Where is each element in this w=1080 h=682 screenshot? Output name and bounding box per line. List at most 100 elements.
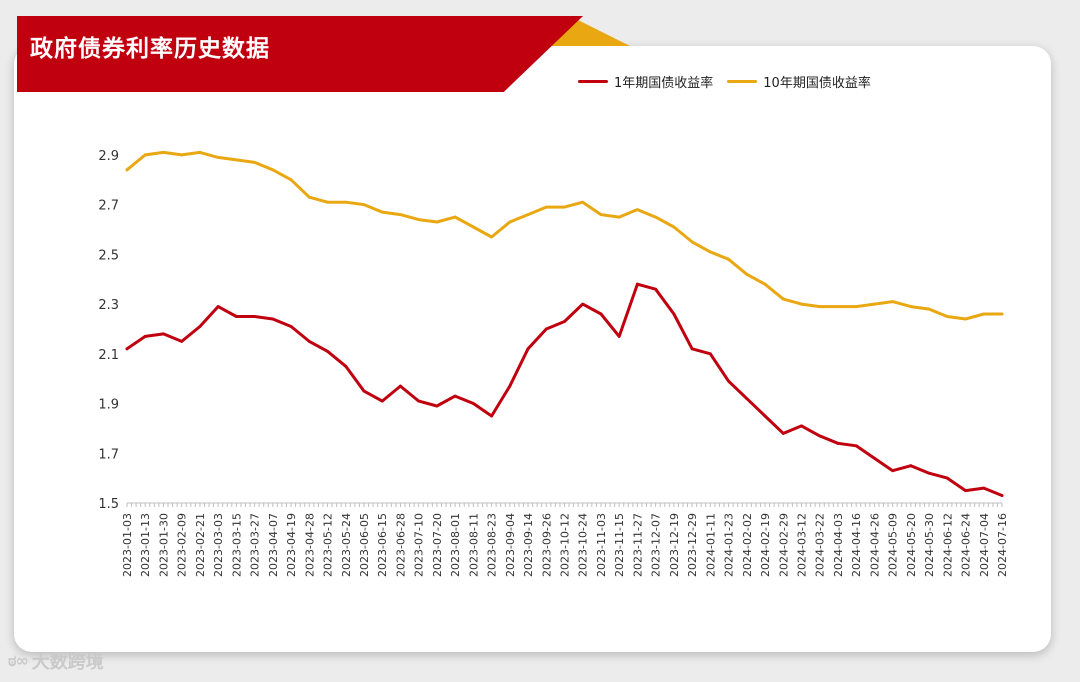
data-point-s1 [599, 213, 603, 216]
x-tick-label: 2023-03-15 [230, 513, 243, 577]
data-point-s0 [435, 404, 439, 408]
x-tick-label: 2024-01-11 [704, 513, 717, 577]
x-tick-label: 2023-05-12 [322, 513, 335, 577]
legend: 1年期国债收益率 10年期国债收益率 [578, 72, 885, 91]
data-point-s0 [964, 489, 967, 492]
data-point-s1 [927, 307, 931, 311]
x-tick-label: 2023-10-24 [577, 513, 590, 577]
x-tick-label: 2024-04-03 [832, 513, 845, 577]
watermark-logo: ಠ∞ [8, 651, 29, 670]
data-point-s1 [453, 215, 457, 219]
data-point-s1 [326, 200, 329, 204]
data-point-s1 [253, 160, 257, 164]
watermark: ಠ∞ 大数跨境 [8, 648, 104, 674]
data-point-s0 [708, 352, 712, 356]
data-point-s1 [891, 300, 895, 304]
data-point-s0 [307, 339, 311, 343]
x-tick-label: 2023-11-15 [613, 513, 626, 577]
data-point-s0 [326, 349, 329, 353]
data-point-s1 [544, 205, 548, 209]
x-tick-label: 2024-06-12 [941, 513, 954, 577]
data-point-s0 [1000, 494, 1004, 497]
data-point-s1 [234, 158, 238, 162]
data-point-s0 [781, 431, 785, 435]
data-point-s0 [690, 347, 694, 351]
data-point-s1 [872, 302, 876, 306]
data-point-s0 [234, 315, 238, 318]
data-point-s1 [727, 257, 730, 261]
data-point-s1 [526, 213, 530, 216]
data-point-s1 [909, 305, 913, 308]
legend-swatch-10y [727, 80, 758, 83]
x-tick-label: 2024-07-04 [978, 513, 991, 577]
x-tick-label: 2023-06-05 [358, 513, 371, 577]
x-tick-label: 2023-06-15 [376, 513, 389, 577]
data-point-s1 [344, 200, 348, 204]
data-point-s1 [563, 205, 566, 209]
data-point-s0 [982, 486, 986, 490]
x-tick-label: 2024-02-19 [759, 513, 772, 577]
data-point-s1 [654, 215, 658, 219]
data-point-s0 [818, 434, 822, 438]
y-tick-label: 1.7 [98, 447, 119, 462]
data-point-s1 [745, 272, 749, 276]
x-tick-label: 2024-04-26 [868, 513, 881, 577]
data-point-s0 [362, 389, 366, 393]
data-point-s1 [836, 305, 840, 308]
x-tick-label: 2023-04-28 [303, 513, 316, 577]
x-tick-label: 2023-09-26 [540, 513, 553, 577]
data-point-s0 [216, 305, 220, 308]
x-tick-label: 2024-05-09 [887, 513, 900, 577]
y-tick-label: 1.9 [98, 398, 119, 413]
data-point-s1 [417, 218, 421, 221]
title-banner [17, 16, 583, 92]
watermark-text: 大数跨境 [31, 652, 104, 673]
y-tick-label: 2.7 [98, 199, 119, 214]
data-point-s0 [544, 327, 548, 331]
data-point-s0 [508, 384, 512, 388]
data-point-s1 [289, 178, 293, 182]
x-tick-label: 2024-04-16 [850, 513, 863, 577]
data-point-s0 [727, 379, 730, 383]
data-point-s0 [617, 335, 621, 338]
x-tick-label: 2023-01-13 [139, 513, 152, 577]
data-point-s0 [836, 441, 840, 445]
data-point-s1 [854, 305, 858, 308]
x-tick-label: 2024-02-29 [777, 513, 790, 577]
series-line-0 [125, 282, 1004, 497]
x-tick-label: 2023-09-04 [504, 513, 517, 577]
data-point-s1 [362, 203, 366, 207]
x-tick-label: 2023-10-12 [559, 513, 572, 577]
data-point-s0 [399, 384, 402, 388]
data-point-s1 [708, 250, 712, 254]
data-point-s0 [344, 364, 348, 368]
x-tick-label: 2023-11-27 [631, 513, 644, 577]
data-point-s0 [654, 287, 658, 291]
data-point-s0 [380, 399, 384, 403]
x-tick-label: 2023-07-10 [413, 513, 426, 577]
x-tick-label: 2023-01-03 [121, 513, 134, 577]
data-point-s0 [125, 347, 129, 351]
data-point-s0 [162, 332, 165, 336]
x-tick-label: 2024-05-20 [905, 513, 918, 577]
x-tick-label: 2023-07-20 [431, 513, 444, 577]
data-point-s1 [964, 317, 967, 321]
data-point-s1 [818, 305, 822, 308]
data-point-s1 [945, 315, 949, 318]
data-point-s0 [636, 282, 639, 286]
data-point-s1 [216, 156, 220, 159]
data-point-s0 [143, 335, 147, 338]
y-tick-label: 2.9 [98, 149, 119, 164]
x-tick-label: 2024-03-12 [795, 513, 808, 577]
x-tick-label: 2024-01-23 [723, 513, 736, 577]
x-tick-label: 2023-04-07 [267, 513, 280, 577]
x-tick-label: 2023-06-28 [394, 513, 407, 577]
data-point-s0 [490, 414, 493, 418]
data-point-s1 [198, 151, 202, 154]
data-point-s0 [563, 320, 566, 323]
y-tick-label: 2.1 [98, 348, 119, 363]
data-point-s1 [380, 210, 384, 214]
x-tick-label: 2023-05-24 [340, 513, 353, 577]
data-point-s0 [471, 402, 475, 405]
